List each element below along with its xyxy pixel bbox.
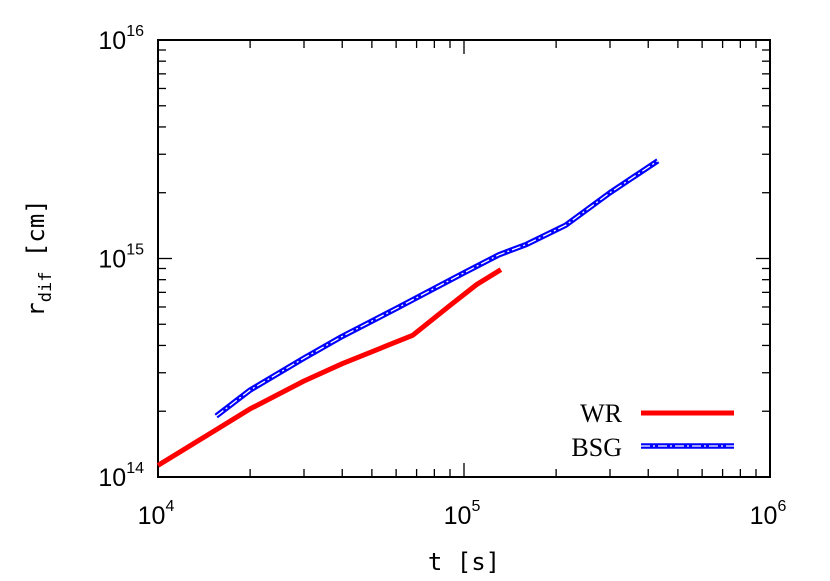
series-line-pattern-bsg [215, 160, 659, 417]
axis-tick-labels: 104 105 106 1014 1015 1016 [98, 23, 786, 530]
x-tick-label: 104 [138, 498, 175, 530]
axis-ticks [157, 39, 771, 478]
legend-label-wr: WR [580, 399, 623, 428]
y-axis-title-subscript: dif [36, 272, 56, 303]
y-tick-label: 1015 [98, 242, 144, 274]
x-tick-label: 105 [444, 498, 481, 530]
y-tick-label: 1014 [98, 460, 144, 492]
legend-label-bsg: BSG [571, 433, 622, 462]
y-axis-title-base: r [22, 302, 50, 316]
series-line-bsg [214, 158, 660, 419]
legend: WR BSG [571, 399, 734, 462]
y-axis-title-unit: [cm] [22, 199, 50, 271]
series-layer [156, 158, 660, 468]
y-tick-label: 1016 [98, 23, 144, 55]
x-tick-label: 106 [750, 498, 787, 530]
y-axis-title: rdif [cm] [22, 199, 56, 316]
series-line-wr [156, 267, 503, 468]
x-axis-title: t [s] [428, 548, 500, 576]
